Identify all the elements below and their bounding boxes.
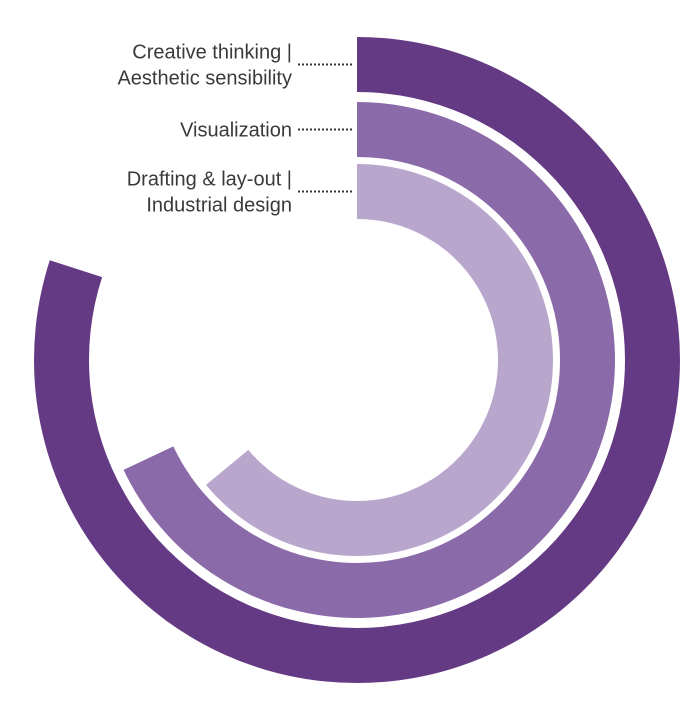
label-group: Creative thinking | Aesthetic sensibility… xyxy=(117,42,353,217)
ring-label-2-line-1: Visualization xyxy=(180,120,292,142)
ring-arc-3 xyxy=(205,164,553,556)
ring-group xyxy=(34,37,680,683)
ring-label-1-line-1: Creative thinking | xyxy=(132,42,292,64)
ring-label-3-line-1: Drafting & lay-out | xyxy=(127,169,292,191)
ring-label-3-line-2: Industrial design xyxy=(146,195,292,217)
ring-label-1-line-2: Aesthetic sensibility xyxy=(117,68,292,90)
